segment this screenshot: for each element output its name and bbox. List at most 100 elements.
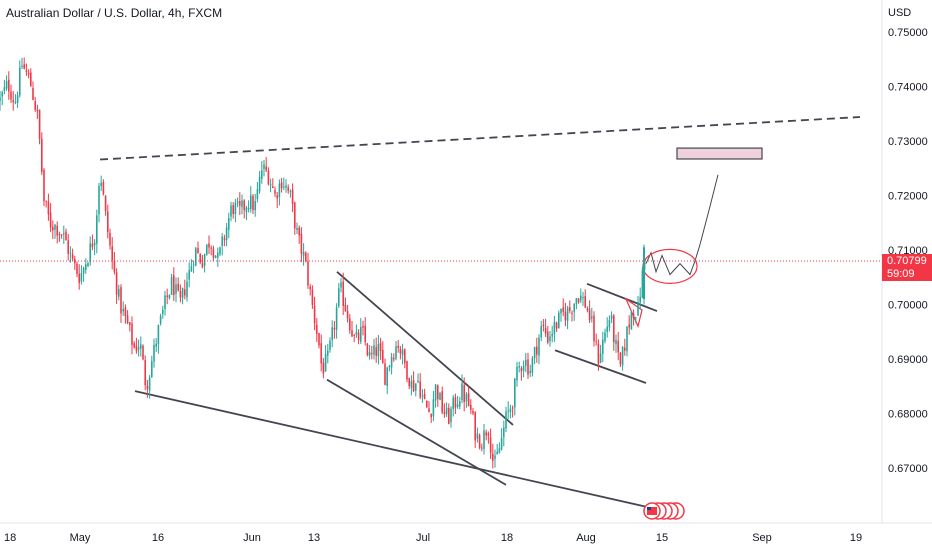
candle-body <box>100 182 102 186</box>
candle-body <box>555 322 558 329</box>
candle-body <box>397 345 399 348</box>
candle-body <box>461 383 463 401</box>
candle-body <box>531 358 534 373</box>
candle-body <box>566 307 569 321</box>
candle-body <box>199 253 201 263</box>
candle-body <box>206 244 208 255</box>
time-tick-label: Aug <box>576 532 596 544</box>
candle-body <box>69 252 72 254</box>
candle-body <box>500 437 503 450</box>
candle-body <box>283 186 285 188</box>
candle-body <box>140 344 142 349</box>
candle-body <box>606 326 608 332</box>
candle-body <box>485 432 487 436</box>
candle-body <box>529 370 531 373</box>
time-tick-label: May <box>70 532 91 544</box>
time-tick-label: 18 <box>501 532 513 544</box>
candle-body <box>547 331 549 343</box>
candle-body <box>536 346 538 355</box>
candle-body <box>131 323 133 345</box>
candle-body <box>417 380 419 382</box>
time-tick-label: Jul <box>416 532 430 544</box>
time-axis[interactable]: 18 May 16 Jun 13 Jul 18 Aug 15 Sep 19 <box>4 532 862 544</box>
candle-body <box>267 171 270 185</box>
candle-body <box>107 211 109 233</box>
time-tick-label: 18 <box>4 532 16 544</box>
candle-body <box>93 242 96 246</box>
current-price-tag: 0.70799 59:09 <box>882 254 932 281</box>
candle-body <box>228 218 230 230</box>
candle-body <box>518 366 520 368</box>
candle-body <box>144 360 146 386</box>
price-tick-label: 0.69000 <box>888 354 928 366</box>
candle-body <box>327 350 329 356</box>
candle-body <box>584 295 586 308</box>
candles <box>0 57 646 469</box>
candle-body <box>412 380 415 392</box>
candle-body <box>406 361 408 380</box>
candle-body <box>60 234 63 236</box>
candle-body <box>355 332 358 335</box>
candle-body <box>465 394 468 402</box>
candle-body <box>85 264 87 271</box>
candle-body <box>443 411 446 414</box>
candle-body <box>610 315 613 319</box>
candle-body <box>212 248 215 258</box>
candle-body <box>89 243 91 263</box>
candle-body <box>591 316 593 319</box>
candle-body <box>481 447 483 449</box>
candle-body <box>27 73 30 75</box>
candle-body <box>450 408 452 423</box>
candle-body <box>364 325 366 342</box>
trendline <box>336 271 514 426</box>
time-tick-label: 16 <box>152 532 164 544</box>
candle-body <box>294 202 296 229</box>
candle-body <box>258 176 261 192</box>
candle-body <box>577 298 580 303</box>
candle-body <box>454 397 457 408</box>
candle-body <box>575 298 578 305</box>
candle-body <box>305 252 307 261</box>
candle-body <box>87 263 89 267</box>
candle-body <box>276 195 278 199</box>
candle-body <box>560 308 562 314</box>
candle-body <box>239 201 241 206</box>
candle-body <box>639 296 641 303</box>
candle-body <box>496 451 498 455</box>
candle-body <box>395 346 397 359</box>
candle-body <box>285 185 287 188</box>
candle-body <box>109 232 111 246</box>
candle-body <box>368 352 371 357</box>
flag-icon[interactable] <box>643 502 685 520</box>
candle-body <box>377 344 380 357</box>
time-tick-label: 19 <box>850 532 862 544</box>
candle-body <box>76 263 78 274</box>
candle-body <box>67 240 69 254</box>
price-tick-label: 0.72000 <box>888 191 928 203</box>
candle-body <box>586 308 589 311</box>
symbol-title[interactable]: Australian Dollar / U.S. Dollar, 4h, FXC… <box>6 6 223 20</box>
candle-body <box>474 412 476 441</box>
currency-label: USD <box>888 7 912 19</box>
candle-body <box>296 228 298 230</box>
trendline <box>134 390 647 508</box>
candle-body <box>593 315 595 342</box>
candle-body <box>25 70 28 72</box>
candle-body <box>41 138 43 172</box>
candle-body <box>580 295 582 301</box>
candle-body <box>47 201 50 215</box>
candle-body <box>544 327 547 334</box>
resistance-dashed-line <box>99 116 861 161</box>
time-tick-label: Sep <box>752 532 772 544</box>
candle-body <box>373 345 375 355</box>
candle-body <box>289 191 292 193</box>
candle-body <box>287 187 289 191</box>
candle-body <box>520 368 523 372</box>
candle-body <box>362 326 364 328</box>
candle-body <box>214 255 217 258</box>
candle-body <box>208 243 210 248</box>
candle-body <box>43 169 45 202</box>
candle-body <box>173 275 175 296</box>
bar-countdown: 59:09 <box>887 268 915 280</box>
